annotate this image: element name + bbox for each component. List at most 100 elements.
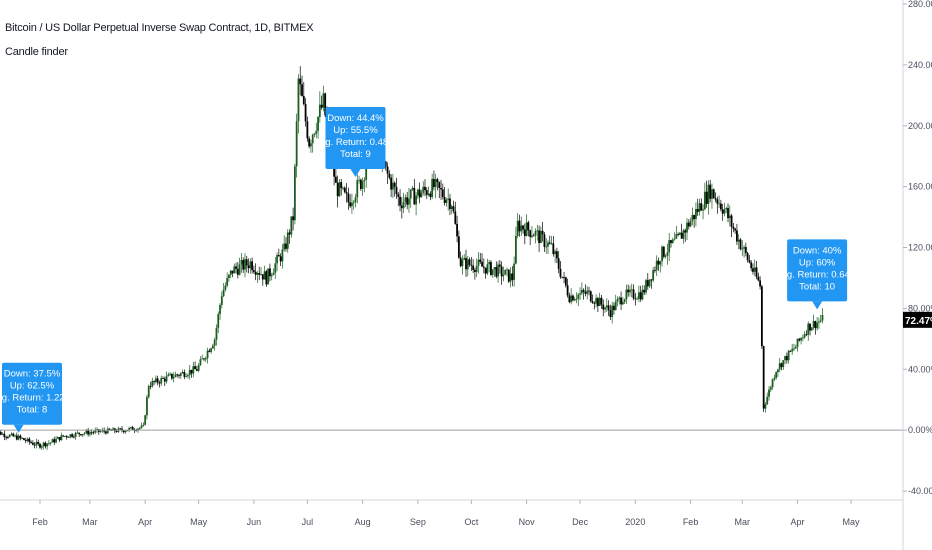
- candle: [655, 255, 658, 276]
- label-feb[interactable]: Down: 37.5%Up: 62.5%Avg. Return: 1.22%To…: [0, 362, 74, 433]
- candle: [228, 274, 230, 282]
- x-tick-label: Jul: [302, 517, 314, 527]
- y-tick-label: 280.00%: [908, 0, 932, 9]
- candle: [509, 267, 512, 288]
- candle: [263, 265, 266, 280]
- candle: [251, 257, 254, 274]
- candle: [636, 296, 639, 300]
- candle: [310, 139, 312, 153]
- candle: [87, 427, 90, 437]
- candle: [472, 258, 475, 274]
- candle: [545, 238, 548, 254]
- candle: [74, 431, 77, 440]
- candle: [639, 285, 642, 302]
- candle: [452, 200, 455, 214]
- label-apr[interactable]: Down: 40%Up: 60%Avg. Return: 0.64%Total:…: [776, 239, 859, 310]
- candle: [3, 430, 6, 441]
- candle: [475, 258, 478, 277]
- candle: [352, 199, 355, 210]
- candle: [477, 252, 480, 274]
- candle: [677, 232, 680, 237]
- candle: [94, 427, 97, 435]
- candle: [349, 194, 352, 208]
- candle: [277, 248, 280, 257]
- candle: [185, 373, 188, 378]
- candle: [563, 272, 565, 284]
- x-tick-label: Mar: [82, 517, 98, 527]
- label-jul[interactable]: Down: 44.4%Up: 55.5%Avg. Return: 0.48%To…: [314, 107, 397, 178]
- candle: [338, 179, 341, 197]
- candle: [645, 278, 647, 295]
- candle: [42, 441, 45, 450]
- candle: [532, 233, 535, 237]
- candle: [750, 260, 753, 272]
- candle: [235, 262, 237, 274]
- candle: [678, 232, 681, 236]
- candle: [479, 252, 482, 264]
- candle: [723, 202, 726, 217]
- candle: [580, 282, 583, 296]
- candle: [67, 436, 70, 438]
- candle: [153, 380, 155, 386]
- candle: [490, 260, 492, 277]
- candle: [762, 345, 765, 413]
- candle: [666, 243, 669, 265]
- annotation-line: Total: 10: [799, 281, 835, 292]
- candle: [236, 261, 239, 279]
- x-tick-label: Feb: [32, 517, 48, 527]
- candle: [609, 304, 612, 320]
- candle: [238, 257, 241, 276]
- candle: [670, 239, 672, 248]
- candle: [575, 292, 578, 304]
- candle: [89, 429, 91, 437]
- candle: [249, 258, 252, 274]
- candle: [213, 337, 216, 351]
- candle: [457, 230, 460, 259]
- candle: [789, 350, 792, 353]
- candle: [311, 133, 314, 153]
- candle: [757, 272, 760, 282]
- candle: [771, 378, 774, 390]
- annotation-line: Down: 37.5%: [4, 369, 61, 380]
- x-tick-label: May: [190, 517, 208, 527]
- candle: [211, 343, 214, 349]
- candle: [777, 368, 779, 377]
- candle: [37, 439, 40, 446]
- candle: [56, 436, 59, 439]
- candle: [210, 347, 213, 354]
- candle: [144, 414, 147, 426]
- candle: [730, 213, 733, 238]
- y-tick-label: 80.00%: [908, 303, 932, 313]
- candle: [732, 222, 735, 233]
- candle: [206, 347, 209, 364]
- candle: [128, 426, 131, 433]
- candle: [194, 361, 196, 370]
- candle: [743, 245, 745, 258]
- annotation-line: Avg. Return: 0.64%: [776, 269, 859, 280]
- candle: [809, 323, 811, 336]
- candle: [515, 226, 517, 265]
- candle: [151, 377, 154, 388]
- candle: [591, 294, 594, 304]
- candle: [5, 435, 8, 441]
- candle: [386, 162, 389, 185]
- candle: [62, 435, 65, 438]
- candle: [557, 251, 560, 274]
- candle: [181, 369, 184, 374]
- candle: [317, 115, 319, 140]
- candle: [429, 191, 432, 201]
- candle: [794, 344, 797, 349]
- candle: [602, 299, 605, 317]
- candle: [115, 428, 118, 433]
- candle: [812, 314, 815, 330]
- candle: [782, 360, 785, 371]
- candle: [579, 287, 581, 300]
- candle: [719, 199, 722, 212]
- candle: [424, 179, 426, 197]
- annotation-line: Up: 60%: [799, 257, 836, 268]
- candle: [436, 177, 439, 191]
- candle: [443, 187, 446, 206]
- candle: [163, 376, 166, 387]
- candle: [523, 223, 526, 245]
